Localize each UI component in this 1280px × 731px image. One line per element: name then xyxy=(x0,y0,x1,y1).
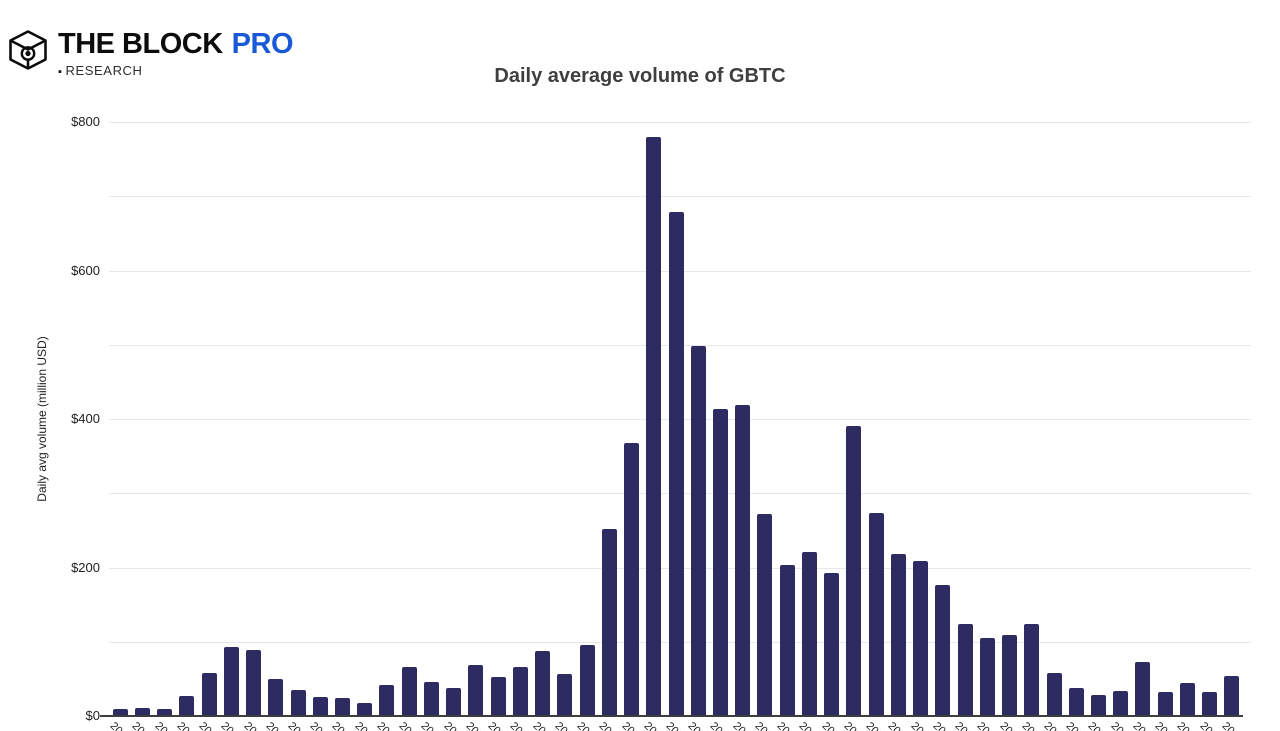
bar-2019-07 xyxy=(246,650,262,715)
bar-2021-03 xyxy=(690,345,706,715)
bar-2022-02 xyxy=(935,585,951,715)
bar-2019-04 xyxy=(179,695,195,715)
logo-pro-badge: PRO xyxy=(231,28,294,60)
bar-2022-12 xyxy=(1157,691,1173,715)
bar-2020-05 xyxy=(468,665,484,715)
y-tick-label: $400 xyxy=(71,411,100,426)
bar-2022-03 xyxy=(957,624,973,715)
bar-2023-01 xyxy=(1179,683,1195,715)
bar-2023-02 xyxy=(1202,691,1218,715)
bar-2019-03 xyxy=(157,709,173,715)
x-axis-line xyxy=(100,715,1243,717)
bar-2020-09 xyxy=(557,674,573,715)
bar-2021-07 xyxy=(779,565,795,715)
bar-2020-02 xyxy=(401,667,417,715)
bar-2022-07 xyxy=(1046,672,1062,715)
bar-2021-09 xyxy=(824,573,840,715)
bar-2019-06 xyxy=(223,646,239,715)
chart-title: Daily average volume of GBTC xyxy=(494,65,786,87)
gridline xyxy=(109,196,1251,198)
block-cube-icon xyxy=(9,30,47,70)
bar-2021-12 xyxy=(890,553,906,715)
y-tick-label: $600 xyxy=(71,262,100,278)
bar-2022-04 xyxy=(979,637,995,715)
bar-2019-02 xyxy=(134,708,150,715)
bar-2021-04 xyxy=(712,409,728,715)
bar-2022-01 xyxy=(913,561,929,715)
gridline xyxy=(109,122,1251,123)
bar-2019-10 xyxy=(312,697,328,715)
bar-2021-11 xyxy=(868,513,884,715)
bar-2020-08 xyxy=(535,651,551,715)
bar-2021-05 xyxy=(735,405,751,715)
y-tick-label: $200 xyxy=(71,559,100,575)
bar-2023-03 xyxy=(1224,676,1240,715)
the-block-logo: THE BLOCK PRO ▪ RESEARCH xyxy=(7,28,294,80)
bar-2021-10 xyxy=(846,426,862,715)
bar-2020-03 xyxy=(423,682,439,715)
bar-2021-08 xyxy=(801,552,817,715)
bar-2019-05 xyxy=(201,672,217,715)
y-tick-label: $0 xyxy=(85,708,100,723)
y-axis-title: Daily avg volume (million USD) xyxy=(35,336,49,502)
logo-brand-line: THE BLOCK PRO xyxy=(58,28,294,60)
bar-2020-01 xyxy=(379,685,395,715)
bar-2019-08 xyxy=(268,678,284,715)
bar-2022-08 xyxy=(1068,688,1084,715)
bar-2020-07 xyxy=(512,666,528,715)
bar-2019-09 xyxy=(290,689,306,715)
bar-2021-01 xyxy=(646,137,662,715)
bar-2020-11 xyxy=(601,528,617,715)
bar-2022-11 xyxy=(1135,661,1151,715)
logo-text: THE BLOCK PRO ▪ RESEARCH xyxy=(58,28,294,80)
bar-2021-02 xyxy=(668,212,684,715)
logo-research: RESEARCH xyxy=(65,63,143,78)
logo-brand: THE BLOCK xyxy=(58,28,223,60)
bar-2020-06 xyxy=(490,677,506,715)
bar-2021-06 xyxy=(757,513,773,715)
bar-2019-12 xyxy=(357,703,373,715)
bar-2022-10 xyxy=(1113,690,1129,715)
bar-2020-04 xyxy=(446,688,462,715)
bar-2020-10 xyxy=(579,645,595,715)
square-bullet-icon: ▪ xyxy=(58,66,63,78)
bar-2019-01 xyxy=(112,709,128,715)
bar-2022-09 xyxy=(1090,694,1106,715)
plot-area: 2019-012019-022019-032019-042019-052019-… xyxy=(100,122,1256,731)
bar-2019-11 xyxy=(334,697,350,715)
logo-research-line: ▪ RESEARCH xyxy=(58,63,293,80)
bar-2022-05 xyxy=(1002,634,1018,715)
bar-2020-12 xyxy=(624,443,640,715)
bar-2022-06 xyxy=(1024,623,1040,715)
y-tick-label: $800 xyxy=(71,114,100,129)
x-tick-label: 2023-03 xyxy=(1219,720,1256,731)
